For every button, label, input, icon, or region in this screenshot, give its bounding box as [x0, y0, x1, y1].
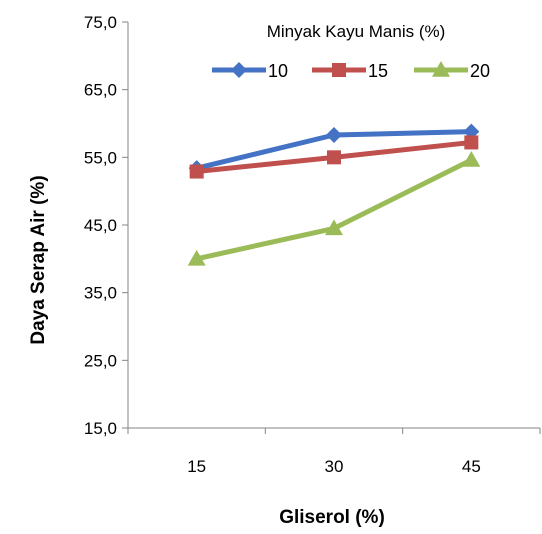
- data-point-15-15: [189, 164, 204, 179]
- legend-label: 10: [268, 61, 288, 81]
- y-axis-title: Daya Serap Air (%): [28, 175, 49, 344]
- x-axis-title: Gliserol (%): [279, 507, 385, 528]
- legend-title: Minyak Kayu Manis (%): [267, 22, 446, 41]
- series-20: [187, 151, 481, 266]
- data-point-20-45: [462, 151, 481, 167]
- series-line-20: [196, 157, 473, 262]
- x-tick-label: 30: [325, 457, 344, 476]
- data-point-20-30: [325, 219, 343, 236]
- legend-swatch-marker: [231, 62, 247, 78]
- legend-swatch-marker: [332, 63, 346, 77]
- legend-item-10: 10: [212, 61, 288, 81]
- legend-label: 20: [470, 61, 490, 81]
- x-tick-label: 15: [187, 457, 206, 476]
- y-tick-label: 45,0: [84, 216, 117, 235]
- y-tick-label: 65,0: [84, 81, 117, 100]
- data-point-20-15: [187, 249, 206, 266]
- y-tick-label: 35,0: [84, 284, 117, 303]
- legend-swatch-marker: [432, 61, 450, 77]
- data-point-10-30: [326, 127, 342, 144]
- data-point-15-45: [464, 135, 479, 150]
- legend-item-20: 20: [414, 61, 490, 81]
- series-15: [189, 135, 479, 179]
- y-tick-label: 55,0: [84, 148, 117, 167]
- y-tick-label: 15,0: [84, 419, 117, 438]
- x-tick-label: 45: [462, 457, 481, 476]
- data-point-15-30: [327, 150, 341, 165]
- legend-label: 15: [368, 61, 388, 81]
- y-tick-label: 75,0: [84, 13, 117, 32]
- y-tick-label: 25,0: [84, 351, 117, 370]
- legend-item-15: 15: [312, 61, 388, 81]
